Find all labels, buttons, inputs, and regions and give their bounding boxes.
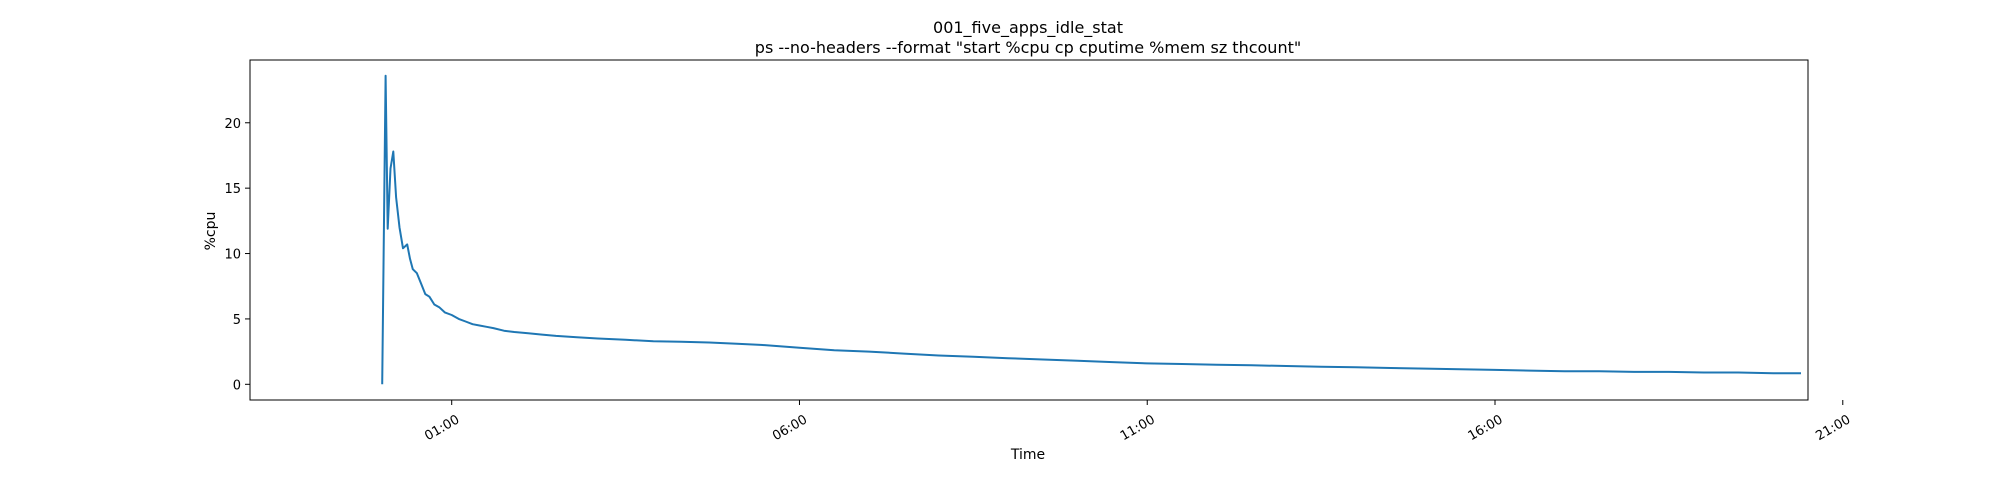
y-tick-label: 15 [224,182,241,197]
y-tick-label: 0 [233,378,241,393]
y-axis-label: %cpu [203,212,219,251]
plot-frame [249,59,1809,401]
y-axis: 0 5 10 15 20 [224,117,250,393]
series-layer [381,74,1801,385]
chart-title: 001_five_apps_idle_stat [933,18,1123,38]
y-tick-label: 20 [224,117,241,132]
y-tick-label: 5 [233,313,241,328]
x-axis-label: Time [1010,447,1045,463]
cpu-series-line [381,74,1801,385]
chart-subtitle: ps --no-headers --format "start %cpu cp … [755,38,1301,57]
y-tick-label: 10 [224,248,241,263]
